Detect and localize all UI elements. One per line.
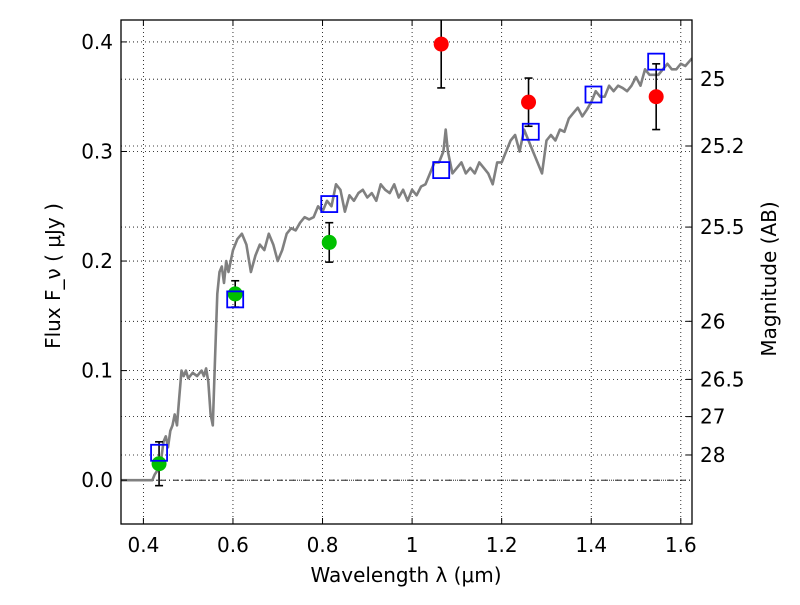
x-tick-label-6: 1.6 <box>665 533 697 557</box>
y-tick-label-0: 0.0 <box>81 468 113 492</box>
model-point-4 <box>521 122 540 141</box>
x-tick-label-0: 0.4 <box>127 533 159 557</box>
spectrum-series <box>121 57 692 482</box>
y2-tick-label-0: 25 <box>700 67 725 91</box>
y-axis-label: Flux F_ν ( μJy ) <box>41 203 65 349</box>
y-tick-label-2: 0.2 <box>81 249 113 273</box>
x-axis-ticks: 0.4 0.6 0.8 1 1.2 1.4 1.6 <box>127 20 697 557</box>
model-point-0 <box>150 443 168 462</box>
x-tick-label-2: 0.8 <box>307 533 339 557</box>
spectrum-line <box>121 57 692 482</box>
y-tick-label-3: 0.3 <box>81 139 113 163</box>
observed-point-3 <box>433 36 449 52</box>
y2-tick-label-3: 26 <box>700 309 725 333</box>
x-axis-label: Wavelength λ (μm) <box>310 563 501 587</box>
y2-axis-label: Magnitude (AB) <box>757 201 781 356</box>
model-point-3 <box>432 161 451 180</box>
y2-tick-label-2: 25.5 <box>700 215 745 239</box>
plot-frame <box>120 19 693 525</box>
y2-axis-ticks: 25 25.2 25.5 26 26.5 27 28 <box>686 67 745 467</box>
y2-tick-label-4: 26.5 <box>700 367 745 391</box>
y-axis-ticks: 0.0 0.1 0.2 0.3 0.4 <box>81 30 127 492</box>
y2-tick-label-5: 27 <box>700 405 725 429</box>
x-tick-label-4: 1.2 <box>486 533 518 557</box>
observed-point-1 <box>227 286 243 302</box>
x-tick-label-5: 1.4 <box>575 533 607 557</box>
x-tick-label-3: 1 <box>406 533 419 557</box>
model-point-6 <box>647 52 666 71</box>
y-tick-label-1: 0.1 <box>81 359 113 383</box>
model-point-1 <box>226 290 245 309</box>
model-point-5 <box>584 85 603 104</box>
observed-point-2 <box>321 234 337 250</box>
error-bars <box>155 20 661 487</box>
observed-point-0 <box>151 456 167 472</box>
model-points <box>150 52 666 462</box>
x-tick-label-1: 0.6 <box>217 533 249 557</box>
y-tick-label-4: 0.4 <box>81 30 113 54</box>
model-point-2 <box>320 195 339 213</box>
y2-tick-label-1: 25.2 <box>700 134 745 158</box>
y2-tick-label-6: 28 <box>700 443 725 467</box>
observed-point-4 <box>521 94 537 110</box>
observed-point-5 <box>648 89 664 105</box>
